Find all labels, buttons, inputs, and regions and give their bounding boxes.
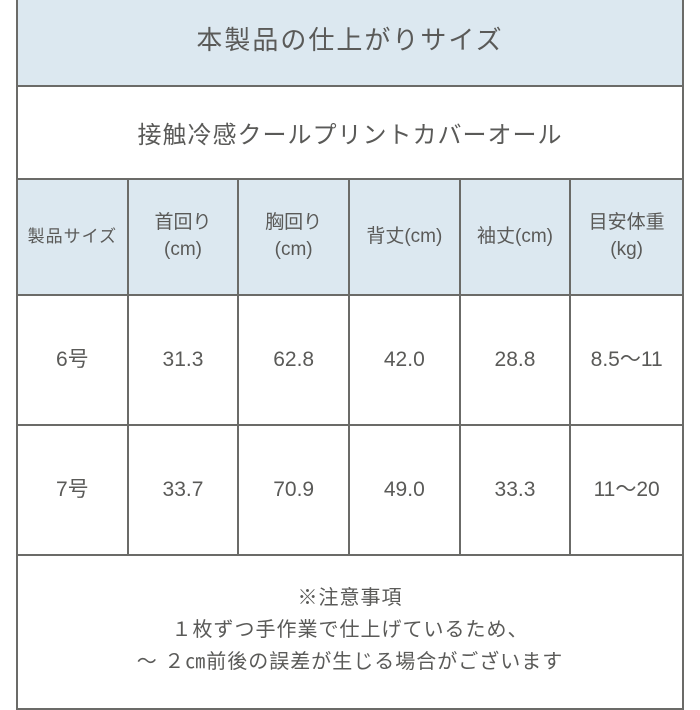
header-label: 袖丈(cm) xyxy=(477,224,553,251)
header-unit: (cm) xyxy=(275,237,313,264)
table-cell: 33.7 xyxy=(129,426,240,556)
size-chart: 本製品の仕上がりサイズ 接触冷感クールプリントカバーオール 製品サイズ 首回り … xyxy=(16,0,684,710)
column-header: 胸回り (cm) xyxy=(239,180,350,296)
header-label: 首回り xyxy=(154,210,211,237)
table-cell: 42.0 xyxy=(350,296,461,426)
header-label: 胸回り xyxy=(265,210,322,237)
column-header: 首回り (cm) xyxy=(129,180,240,296)
table-cell: 11～20 xyxy=(571,426,682,556)
chart-title: 本製品の仕上がりサイズ xyxy=(18,0,682,87)
table-cell-size: 6号 xyxy=(18,296,129,426)
table-cell: 62.8 xyxy=(239,296,350,426)
table-cell: 8.5～11 xyxy=(571,296,682,426)
table-cell: 70.9 xyxy=(239,426,350,556)
table-cell: 49.0 xyxy=(350,426,461,556)
header-label: 背丈(cm) xyxy=(366,224,442,251)
header-unit: (cm) xyxy=(164,237,202,264)
footer-line: ※注意事項 xyxy=(18,582,682,614)
column-header: 袖丈(cm) xyxy=(461,180,572,296)
footer-line: ～ ２㎝前後の誤差が生じる場合がございます xyxy=(18,646,682,678)
table-cell-size: 7号 xyxy=(18,426,129,556)
size-table: 製品サイズ 首回り (cm) 胸回り (cm) 背丈(cm) 袖丈(cm) 目安… xyxy=(18,180,682,556)
footer-line: １枚ずつ手作業で仕上げているため、 xyxy=(18,614,682,646)
table-cell: 28.8 xyxy=(461,296,572,426)
column-header: 目安体重 (kg) xyxy=(571,180,682,296)
chart-footer-note: ※注意事項 １枚ずつ手作業で仕上げているため、 ～ ２㎝前後の誤差が生じる場合が… xyxy=(18,556,682,708)
table-cell: 31.3 xyxy=(129,296,240,426)
column-header: 背丈(cm) xyxy=(350,180,461,296)
header-label: 製品サイズ xyxy=(28,225,118,249)
table-cell: 33.3 xyxy=(461,426,572,556)
header-unit: (kg) xyxy=(610,237,643,264)
chart-subtitle: 接触冷感クールプリントカバーオール xyxy=(18,87,682,180)
column-header: 製品サイズ xyxy=(18,180,129,296)
header-label: 目安体重 xyxy=(589,210,665,237)
